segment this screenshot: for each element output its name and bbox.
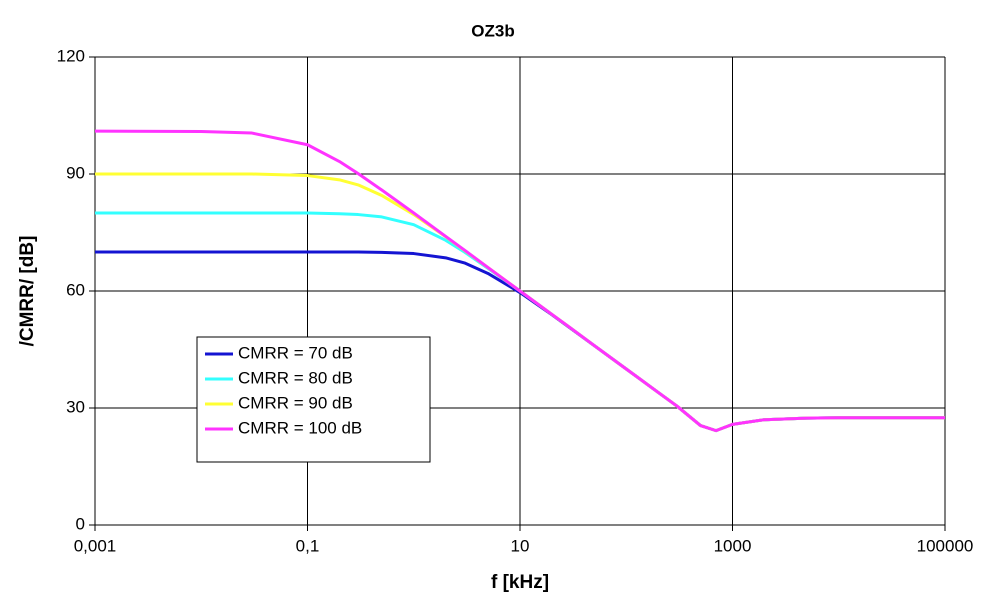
y-tick-label: 90 [66, 163, 85, 182]
y-axis-label: /CMRR/ [dB] [17, 236, 38, 347]
chart-title: OZ3b [471, 21, 514, 40]
y-tick-label: 60 [66, 280, 85, 299]
x-tick-label: 100000 [917, 536, 974, 555]
x-tick-label: 10 [511, 536, 530, 555]
y-tick-label: 0 [76, 514, 85, 533]
legend-label: CMRR = 80 dB [238, 368, 353, 387]
x-axis-label: f [kHz] [491, 572, 549, 593]
y-tick-label: 120 [57, 46, 85, 65]
legend: CMRR = 70 dB CMRR = 80 dB CMRR = 90 dB CMRR… [196, 336, 431, 463]
x-tick-label: 0,1 [296, 536, 320, 555]
legend-box [196, 336, 431, 463]
series-line [94, 129, 945, 433]
legend-label: CMRR = 100 dB [238, 418, 362, 437]
legend-label: CMRR = 70 dB [238, 343, 353, 362]
y-tick-label: 30 [66, 397, 85, 416]
x-tick-label: 1000 [714, 536, 752, 555]
x-tick-label: 0,001 [74, 536, 117, 555]
legend-label: CMRR = 90 dB [238, 393, 353, 412]
